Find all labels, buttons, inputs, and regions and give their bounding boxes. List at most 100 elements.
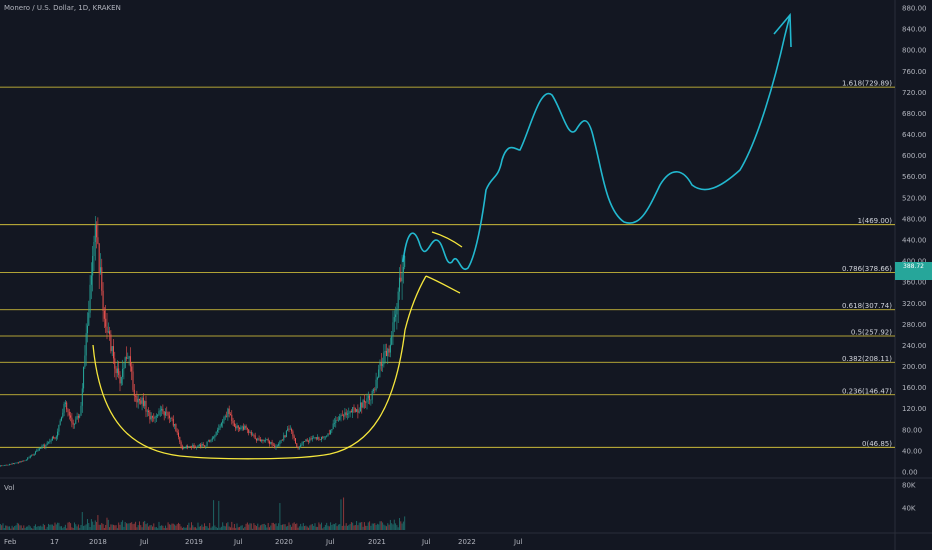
- volume-bar: [177, 522, 179, 530]
- y-tick-label: 800.00: [902, 47, 927, 55]
- volume-bar: [365, 525, 367, 530]
- volume-bar: [207, 528, 209, 530]
- candle-body: [112, 346, 114, 359]
- volume-bar: [249, 523, 251, 530]
- candle-body: [189, 446, 191, 447]
- candle-body: [278, 444, 280, 446]
- candle-body: [21, 460, 23, 462]
- candle-body: [340, 414, 342, 417]
- candle-body: [47, 441, 49, 443]
- volume-bar: [50, 524, 52, 530]
- candle-body: [291, 429, 293, 432]
- volume-bar: [250, 523, 252, 530]
- volume-bar: [8, 526, 10, 530]
- volume-bar: [309, 525, 311, 530]
- candle-body: [135, 395, 137, 397]
- candle-body: [313, 437, 315, 439]
- candle-body: [284, 435, 286, 437]
- candle-body: [151, 416, 153, 418]
- candle-body: [58, 424, 60, 432]
- candle-body: [110, 334, 112, 352]
- candle-body: [194, 447, 196, 449]
- y-tick-label: 880.00: [902, 5, 927, 13]
- candle-body: [72, 422, 74, 425]
- candle-body: [294, 438, 296, 444]
- y-tick-label: 160.00: [902, 384, 927, 392]
- candle-body: [53, 436, 55, 439]
- volume-bar: [158, 521, 160, 530]
- volume-bar: [24, 527, 26, 530]
- volume-bar: [314, 523, 316, 530]
- candle-body: [335, 420, 337, 423]
- candle-body: [237, 425, 239, 428]
- candle-body: [188, 446, 190, 448]
- volume-bar: [119, 524, 121, 530]
- candle-body: [242, 426, 244, 430]
- candle-body: [109, 331, 111, 335]
- candle-body: [297, 446, 299, 449]
- volume-bar: [203, 523, 205, 530]
- candle-body: [80, 405, 82, 416]
- candle-body: [25, 459, 27, 461]
- x-tick-label: Jul: [139, 538, 149, 546]
- volume-bar: [103, 527, 105, 530]
- volume-bar: [224, 526, 226, 530]
- candle-body: [122, 369, 124, 377]
- candle-body: [369, 395, 371, 401]
- volume-bar: [185, 527, 187, 530]
- candle-body: [46, 442, 48, 445]
- candle-body: [315, 437, 317, 439]
- volume-bar: [175, 525, 177, 530]
- candle-body: [92, 256, 94, 276]
- candle-body: [184, 447, 186, 449]
- volume-bar: [288, 522, 290, 530]
- x-tick-label: Jul: [233, 538, 243, 546]
- volume-bar: [322, 528, 324, 530]
- volume-bar: [2, 523, 4, 530]
- volume-bar: [248, 524, 250, 530]
- volume-bar: [393, 519, 395, 530]
- fib-level-label: 0.236(146.47): [842, 387, 892, 395]
- candle-body: [350, 411, 352, 413]
- volume-bar: [57, 522, 59, 530]
- volume-bar: [141, 527, 143, 530]
- candle-body: [326, 436, 328, 437]
- volume-bar: [45, 528, 47, 530]
- candle-body: [27, 458, 29, 460]
- volume-bar: [275, 523, 277, 530]
- volume-bar: [376, 523, 378, 530]
- candle-body: [228, 408, 230, 414]
- volume-bar: [168, 524, 170, 530]
- candle-body: [185, 446, 187, 448]
- y-tick-label: 200.00: [902, 363, 927, 371]
- volume-bar: [183, 527, 185, 530]
- candle-body: [119, 374, 121, 384]
- volume-bar: [77, 524, 79, 530]
- volume-bar: [23, 525, 25, 530]
- volume-bar: [84, 525, 86, 530]
- volume-bar: [59, 526, 61, 530]
- volume-bar: [62, 528, 64, 530]
- volume-bar: [89, 527, 91, 530]
- y-tick-label: 720.00: [902, 89, 927, 97]
- candle-body: [395, 314, 397, 318]
- candle-body: [2, 465, 4, 467]
- candle-body: [244, 425, 246, 430]
- candle-body: [161, 408, 163, 411]
- volume-bar: [68, 521, 70, 530]
- candle-body: [32, 454, 34, 456]
- volume-bar: [38, 526, 40, 530]
- volume-bar: [216, 527, 218, 530]
- volume-bar: [128, 523, 130, 530]
- volume-bar: [131, 522, 133, 530]
- volume-bar: [99, 524, 101, 530]
- candle-body: [141, 397, 143, 404]
- candle-body: [231, 414, 233, 421]
- fib-level-label: 0.5(257.92): [851, 329, 892, 337]
- volume-bar: [54, 522, 56, 530]
- volume-bar: [122, 520, 124, 530]
- candle-body: [196, 447, 198, 448]
- candle-body: [132, 371, 134, 390]
- volume-bar: [171, 523, 173, 530]
